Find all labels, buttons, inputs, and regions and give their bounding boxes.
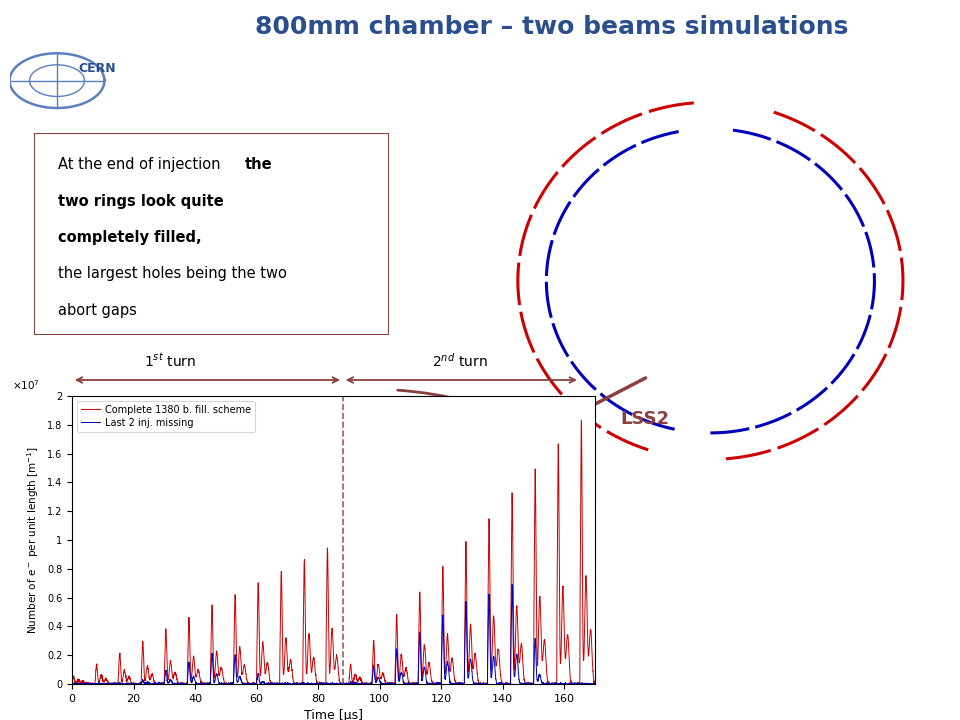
Text: abort gaps: abort gaps xyxy=(59,302,137,318)
Text: 1$^{st}$ turn: 1$^{st}$ turn xyxy=(144,352,197,370)
X-axis label: Time [μs]: Time [μs] xyxy=(304,709,363,720)
Complete 1380 b. fill. scheme xyxy=(70,680,82,688)
Complete 1380 b. fill. scheme xyxy=(589,679,601,688)
Complete 1380 b. fill. scheme xyxy=(576,416,588,425)
FancyBboxPatch shape xyxy=(34,133,389,335)
Complete 1380 b. fill. scheme xyxy=(533,648,544,657)
Text: the: the xyxy=(245,158,273,172)
Last 2 inj. missing xyxy=(533,675,544,683)
Complete 1380 b. fill. scheme xyxy=(338,680,349,688)
Complete 1380 b. fill. scheme xyxy=(557,583,568,592)
Text: At the end of injection: At the end of injection xyxy=(59,158,226,172)
Complete 1380 b. fill. scheme xyxy=(424,663,436,672)
Text: LSS2: LSS2 xyxy=(620,410,670,428)
Last 2 inj. missing xyxy=(557,680,568,688)
Complete 1380 b. fill. scheme xyxy=(500,679,512,688)
Last 2 inj. missing xyxy=(499,680,511,688)
Last 2 inj. missing xyxy=(338,680,349,688)
Text: 2$^{nd}$ turn: 2$^{nd}$ turn xyxy=(432,352,488,370)
Line: Complete 1380 b. fill. scheme: Complete 1380 b. fill. scheme xyxy=(72,420,595,684)
Last 2 inj. missing xyxy=(66,680,78,688)
Text: 800mm chamber – two beams simulations: 800mm chamber – two beams simulations xyxy=(255,15,849,39)
Last 2 inj. missing xyxy=(589,680,601,688)
Text: CERN: CERN xyxy=(79,62,116,75)
Text: the largest holes being the two: the largest holes being the two xyxy=(59,266,287,282)
Line: Last 2 inj. missing: Last 2 inj. missing xyxy=(72,585,595,684)
Complete 1380 b. fill. scheme xyxy=(377,670,389,678)
Last 2 inj. missing xyxy=(506,580,517,589)
Text: two rings look quite: two rings look quite xyxy=(59,194,225,209)
Text: $\times 10^{7}$: $\times 10^{7}$ xyxy=(12,379,39,392)
Complete 1380 b. fill. scheme xyxy=(66,677,78,685)
Text: completely filled,: completely filled, xyxy=(59,230,203,245)
Legend: Complete 1380 b. fill. scheme, Last 2 inj. missing: Complete 1380 b. fill. scheme, Last 2 in… xyxy=(77,401,255,431)
Y-axis label: Number of e$^-$ per unit length [m$^{-1}$]: Number of e$^-$ per unit length [m$^{-1}… xyxy=(26,446,41,634)
Last 2 inj. missing xyxy=(424,680,436,688)
Last 2 inj. missing xyxy=(376,680,388,688)
